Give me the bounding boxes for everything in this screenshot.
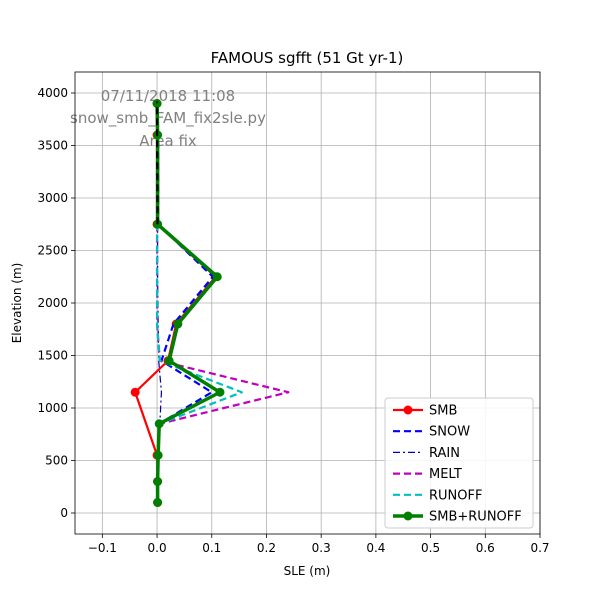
- y-tick-label: 2500: [37, 244, 68, 258]
- legend-box: [384, 397, 534, 529]
- legend-label-rain: RAIN: [429, 446, 460, 461]
- plot-frame: [74, 71, 541, 535]
- series-smb-runoff-point: [154, 419, 164, 429]
- y-tick-label: 2000: [37, 296, 68, 310]
- x-tick-label: 0.6: [476, 541, 495, 555]
- y-tick-label: 1500: [37, 349, 68, 363]
- legend-label-smb-runoff: SMB+RUNOFF: [429, 510, 522, 525]
- series-smb-runoff-point: [164, 356, 174, 366]
- y-tick-label: 0: [60, 506, 68, 520]
- x-tick-label: 0.0: [148, 541, 167, 555]
- legend-label-runoff: RUNOFF: [429, 488, 482, 503]
- annotation-text: snow_smb_FAM_fix2sle.py: [70, 109, 266, 128]
- x-tick-label: 0.1: [202, 541, 221, 555]
- y-axis-label: Elevation (m): [10, 263, 24, 344]
- y-tick-label: 3000: [37, 191, 68, 205]
- legend-label-snow: SNOW: [429, 425, 470, 440]
- series-smb-runoff-point: [153, 498, 163, 507]
- x-axis-label: SLE (m): [284, 564, 331, 578]
- x-tick-label: −0.1: [88, 541, 117, 555]
- series-unlabeled: [155, 101, 159, 225]
- y-tick-label: 500: [45, 454, 68, 468]
- legend-marker-smb: [403, 405, 413, 415]
- plot-axes: −0.1 0.0 0.1 0.2 0.3 0.4 0.5 0.6 0.7 0 500 1000 1500…: [37, 71, 550, 555]
- series-smb-runoff-point: [215, 387, 225, 397]
- y-tick-label: 4000: [37, 86, 68, 100]
- series-smb-runoff-point: [153, 477, 163, 486]
- x-tick-label: 0.4: [366, 541, 385, 555]
- legend-marker-smb-runoff: [403, 511, 413, 521]
- series-smb-runoff-point: [212, 272, 222, 282]
- x-tick-label: 0.2: [257, 541, 276, 555]
- annotation-text: 07/11/2018 11:08: [101, 87, 235, 105]
- annotation-text: Area fix: [139, 132, 197, 150]
- legend: SMB SNOW RAIN MELT RUNOFF SMB+RUNOFF: [384, 397, 534, 529]
- series-smb-runoff-point: [152, 99, 162, 108]
- y-tick-label: 1000: [37, 401, 68, 415]
- legend-label-smb: SMB: [429, 404, 457, 419]
- x-tick-label: 0.3: [312, 541, 331, 555]
- series-smb-runoff-point: [153, 450, 163, 460]
- y-tick-label: 3500: [37, 139, 68, 153]
- x-tick-label: 0.7: [530, 541, 549, 555]
- x-tick-label: 0.5: [421, 541, 440, 555]
- chart-title: FAMOUS sgfft (51 Gt yr-1): [211, 49, 404, 67]
- legend-label-melt: MELT: [429, 467, 462, 482]
- series-smb-runoff-point: [173, 319, 183, 329]
- series-smb-point: [130, 387, 140, 397]
